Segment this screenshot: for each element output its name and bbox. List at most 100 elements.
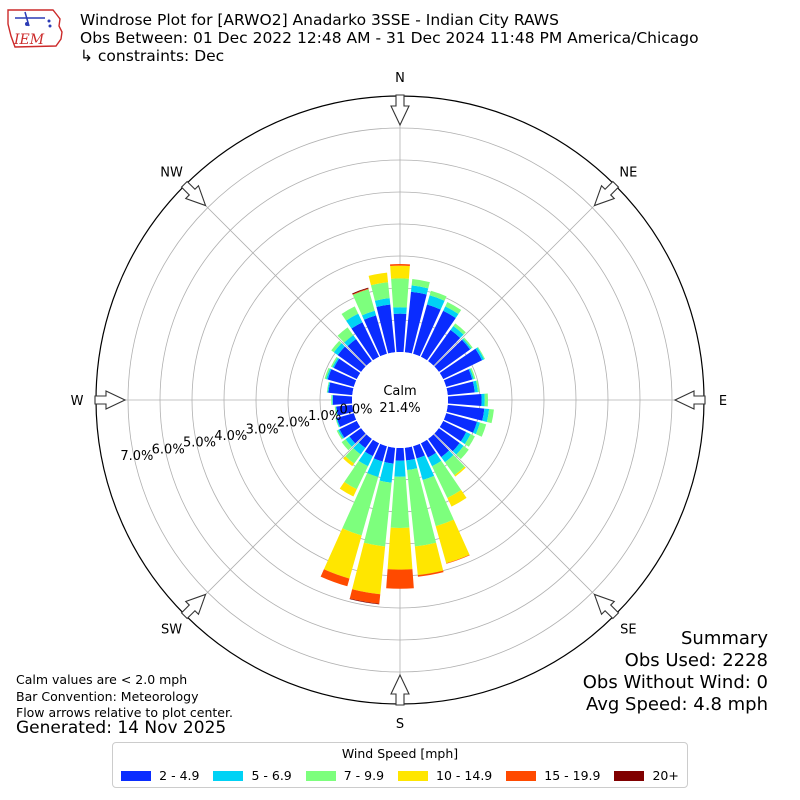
windrose-bar-segment [427, 452, 442, 467]
windrose-bar-segment [407, 468, 437, 547]
windrose-bar-segment [452, 443, 464, 455]
legend-swatch [614, 770, 645, 781]
windrose-bar-segment [439, 420, 467, 442]
windrose-bar-segment [379, 462, 394, 483]
iem-logo: IEM [7, 9, 63, 48]
calm-note: Calm values are < 2.0 mph [16, 672, 188, 687]
windrose-bar-segment [428, 434, 450, 458]
windrose-bar-segment [476, 380, 480, 393]
windrose-bar-segment [406, 458, 418, 471]
windrose-bar-segment [417, 570, 444, 577]
windrose-bar-segment [393, 307, 407, 314]
windrose-bar-segment [337, 346, 366, 372]
legend-swatch [506, 770, 537, 781]
calm-label: Calm [383, 384, 416, 399]
windrose-bar-segment [320, 569, 350, 587]
legend-label: 2 - 4.9 [159, 768, 200, 783]
windrose-bar-segment [387, 527, 413, 570]
windrose-bar-segment [345, 436, 356, 447]
legend-item: 5 - 6.9 [213, 768, 292, 783]
compass-arrows [94, 94, 706, 706]
windrose-bar-segment [326, 368, 332, 380]
grid-spoke [184, 184, 367, 367]
compass-arrow [180, 593, 207, 620]
legend-swatch [398, 770, 429, 781]
windrose-bar-segment [393, 313, 407, 353]
bar-convention-note: Bar Convention: Meteorology [16, 688, 199, 704]
compass-arrow [390, 673, 410, 706]
windrose-bar-segment [345, 448, 361, 464]
windrose-bar-segment [349, 428, 366, 444]
legend-title: Wind Speed [mph] [341, 746, 459, 761]
grid-spoke [433, 184, 616, 367]
windrose-bar-segment [336, 404, 354, 416]
windrose-bar-segment [335, 417, 341, 428]
compass-arrow [390, 94, 410, 127]
windrose-bar-segment [447, 489, 467, 507]
windrose-bar-segment [352, 287, 369, 295]
windrose-bar-segment [338, 429, 345, 439]
compass-label: S [396, 717, 404, 732]
windrose-bar-segment [410, 285, 429, 295]
windrose-bar-segment [327, 382, 331, 393]
windrose-bar-segment [341, 439, 352, 451]
windrose-bar-segment [461, 338, 472, 350]
windrose-bar-segment [463, 337, 473, 349]
windrose-bar-segment [330, 356, 338, 368]
compass-label: NW [160, 166, 183, 181]
windrose-bar-segment [386, 569, 414, 589]
legend-label: 5 - 6.9 [251, 768, 292, 783]
legend-item: 2 - 4.9 [121, 768, 199, 783]
notes: Calm values are < 2.0 mph Bar Convention… [16, 672, 233, 722]
windrose-bar-segment [443, 306, 459, 318]
compass-label: N [395, 71, 405, 86]
windrose-bar-segment [435, 519, 470, 564]
windrose-bar-segment [428, 329, 461, 366]
windrose-bar-segment [368, 272, 389, 286]
windrose-bar-segment [472, 380, 478, 393]
windrose-bar-segment [384, 446, 396, 464]
windrose-bar-segment [344, 335, 357, 347]
windrose-bars [320, 264, 494, 605]
summary: Summary Obs Used: 2228 Obs Without Wind:… [583, 628, 768, 716]
windrose-bar-segment [447, 394, 482, 406]
windrose-bar-segment [339, 420, 361, 438]
windrose-bar-segment [391, 278, 409, 308]
legend-label: 15 - 19.9 [544, 768, 601, 783]
compass-label: NE [619, 166, 637, 181]
windrose-bar-segment [477, 346, 485, 360]
windrose-bar-segment [390, 264, 410, 266]
windrose-bar-segment [413, 443, 425, 459]
windrose-bar-segment [324, 367, 330, 380]
title-line-2: Obs Between: 01 Dec 2022 12:48 AM - 31 D… [80, 29, 699, 47]
radial-tick-label: 2.0% [277, 416, 310, 431]
windrose-bar-segment [328, 382, 354, 396]
windrose-bar-segment [335, 418, 340, 428]
windrose-bar-segment [432, 460, 462, 498]
windrose-bar-segment [475, 347, 485, 361]
windrose-bar-segment [363, 315, 387, 357]
compass-label: E [719, 394, 727, 409]
windrose-bar-segment [333, 343, 345, 356]
windrose-bar-segment [332, 357, 340, 368]
windrose-bar-segment [468, 368, 474, 380]
windrose-bar-segment [358, 451, 373, 467]
windrose-bar-segment [342, 472, 379, 536]
windrose-bar-segment [358, 434, 372, 449]
legend-swatch [213, 770, 244, 781]
windrose-bar-segment [439, 348, 483, 380]
windrose-bar-segment [373, 443, 387, 462]
windrose-bar-segment [443, 369, 473, 387]
legend-swatch [305, 770, 336, 781]
windrose-bar-segment [361, 310, 377, 320]
windrose-bar-segment [376, 304, 396, 354]
windrose-bar-segment [353, 442, 366, 455]
windrose-bar-segment [332, 395, 353, 405]
windrose-bar-segment [331, 394, 333, 406]
radial-tick-labels: 0.0%1.0%2.0%3.0%4.0%5.0%6.0%7.0% [120, 402, 372, 464]
windrose-bar-segment [331, 340, 342, 353]
legend-item: 7 - 9.9 [305, 768, 384, 783]
windrose-bar-segment [335, 406, 338, 416]
radial-tick-label: 1.0% [308, 409, 341, 424]
